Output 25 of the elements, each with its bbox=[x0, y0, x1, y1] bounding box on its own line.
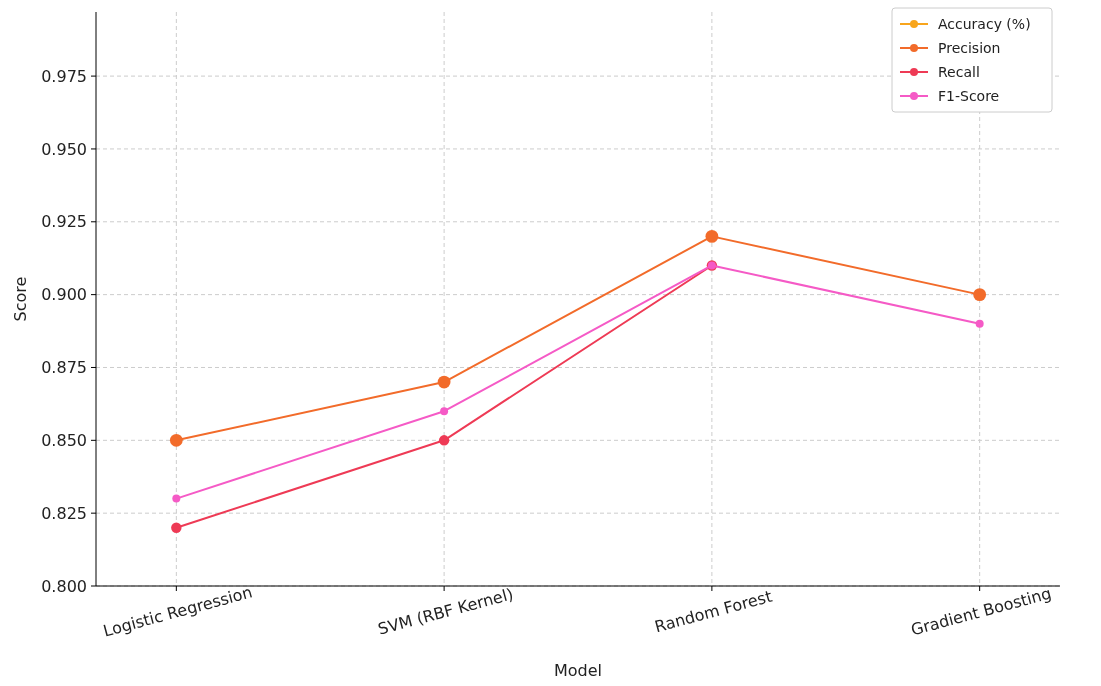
legend-label: Accuracy (%) bbox=[938, 15, 1031, 32]
point bbox=[440, 407, 449, 416]
x-axis-title: Model bbox=[553, 661, 603, 680]
y-tick-label: 0.800 bbox=[41, 576, 87, 596]
y-tick-label: 0.925 bbox=[41, 212, 87, 232]
y-axis-title: Score bbox=[11, 276, 30, 322]
point bbox=[169, 433, 183, 447]
x-tick-label: Random Forest bbox=[652, 586, 774, 637]
point bbox=[705, 229, 719, 243]
y-tick-label: 0.950 bbox=[41, 139, 87, 159]
legend-label: Precision bbox=[938, 39, 1001, 56]
y-tick-label: 0.825 bbox=[41, 503, 87, 523]
point bbox=[171, 522, 182, 533]
x-tick-label: SVM (RBF Kernel) bbox=[375, 584, 516, 639]
point bbox=[973, 288, 987, 302]
y-tick-label: 0.975 bbox=[41, 66, 87, 86]
legend-label: Recall bbox=[938, 63, 980, 80]
y-tick-label: 0.875 bbox=[41, 358, 87, 378]
y-tick-label: 0.850 bbox=[41, 430, 87, 450]
point bbox=[438, 435, 450, 446]
point bbox=[172, 494, 181, 503]
legend-label: F1-Score bbox=[938, 87, 1000, 104]
point bbox=[437, 375, 451, 389]
y-tick-label: 0.900 bbox=[41, 285, 87, 305]
point bbox=[975, 319, 984, 328]
